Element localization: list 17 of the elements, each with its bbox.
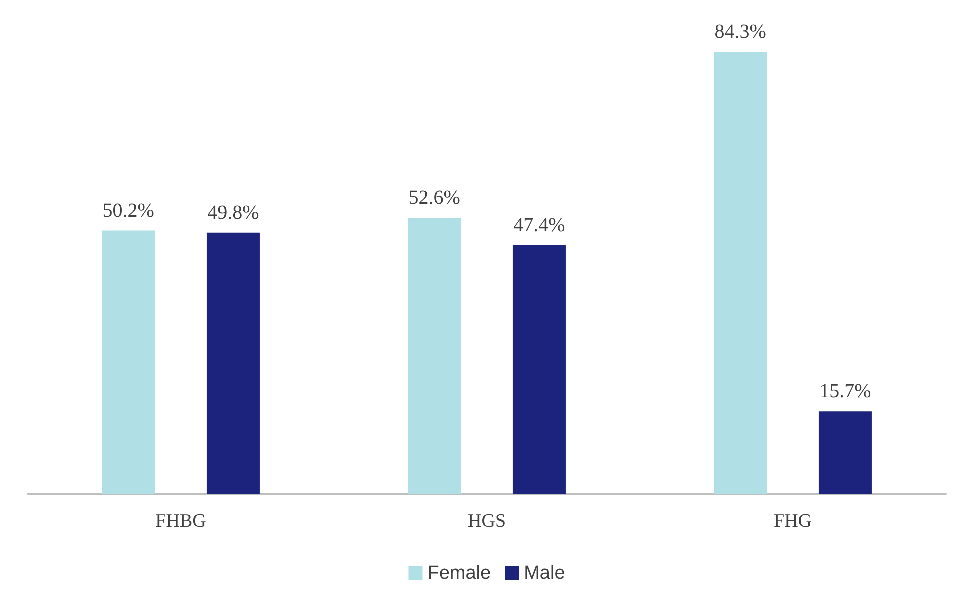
bar xyxy=(512,245,566,494)
x-tick-label: FHBG xyxy=(156,511,207,532)
data-label: 47.4% xyxy=(514,214,566,236)
legend-label: Female xyxy=(428,563,492,584)
bar xyxy=(206,232,260,494)
data-label: 15.7% xyxy=(820,380,872,403)
x-tick-label: FHG xyxy=(774,511,812,532)
data-label: 50.2% xyxy=(102,200,154,222)
data-label: 49.8% xyxy=(208,202,260,224)
data-label: 84.3% xyxy=(714,21,766,43)
data-label: 52.6% xyxy=(408,187,460,210)
bar xyxy=(102,230,156,494)
x-tick-label: HGS xyxy=(468,511,506,532)
bar xyxy=(714,52,768,494)
bar xyxy=(408,218,462,494)
bar xyxy=(818,412,872,494)
legend-label: Male xyxy=(524,563,566,584)
